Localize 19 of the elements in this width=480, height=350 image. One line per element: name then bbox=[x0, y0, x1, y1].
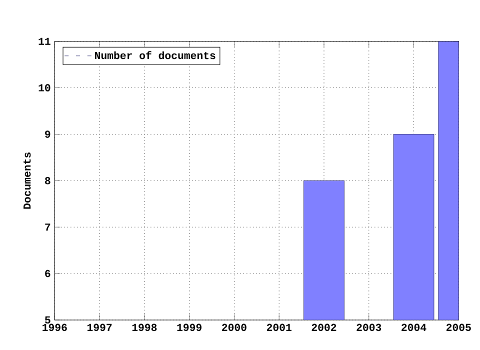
x-tick-label: 2002 bbox=[312, 324, 336, 332]
y-tick-label: 8 bbox=[45, 177, 50, 184]
x-tick-label: 2004 bbox=[402, 324, 426, 332]
x-tick-label: 2005 bbox=[446, 324, 471, 332]
x-tick-label: 1999 bbox=[177, 324, 202, 332]
x-tick-label: 1997 bbox=[87, 324, 112, 332]
y-axis-title: Documents bbox=[23, 152, 31, 209]
y-tick-label: 10 bbox=[38, 84, 50, 92]
x-tick-label: 2000 bbox=[222, 324, 246, 332]
x-tick-label: 1998 bbox=[132, 324, 157, 332]
y-tick-label: 11 bbox=[38, 38, 50, 45]
x-tick-label: 1996 bbox=[42, 324, 67, 332]
y-tick-label: 9 bbox=[45, 130, 50, 138]
y-tick-label: 5 bbox=[44, 316, 50, 324]
x-tick-label: 2001 bbox=[266, 324, 292, 332]
y-tick-label: 6 bbox=[45, 270, 50, 278]
legend-label: Number of documents bbox=[95, 51, 216, 60]
y-tick-label: 7 bbox=[45, 224, 50, 231]
x-tick-label: 2003 bbox=[356, 324, 382, 332]
